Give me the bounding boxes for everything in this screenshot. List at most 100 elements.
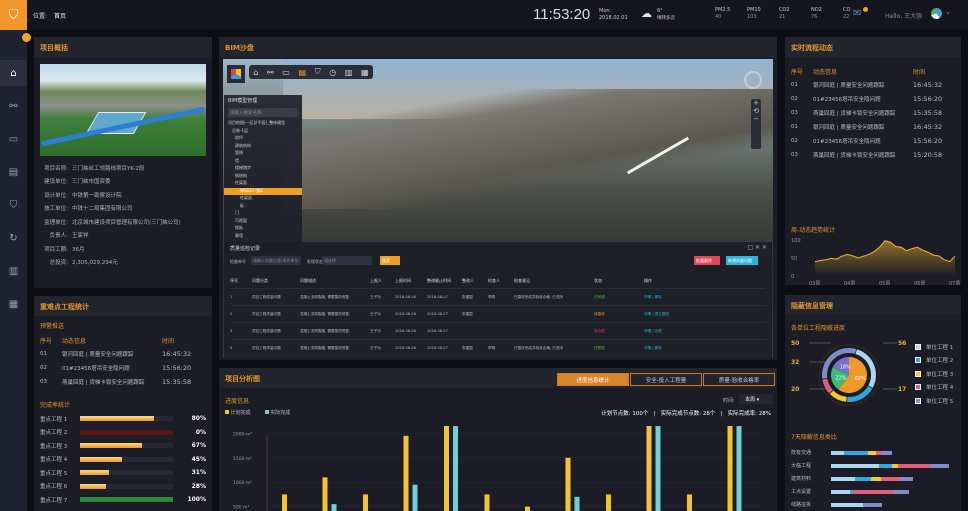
- table-row[interactable]: 02 01#23456塔吊安全隐问题 15:56:20: [791, 92, 957, 106]
- sidebar-item-archive[interactable]: ▦: [0, 291, 27, 317]
- column-header: 操作: [644, 278, 652, 283]
- row-actions[interactable]: 详情 | 删除: [644, 345, 662, 350]
- close-icon[interactable]: □ ✕ ✕: [747, 244, 767, 251]
- compass-button[interactable]: [744, 71, 762, 89]
- tree-node[interactable]: WSD27-钢2: [224, 187, 302, 195]
- table-row[interactable]: 01 银河回庭 | 质量安全问题跟踪 16:45:32: [791, 78, 957, 92]
- table-row[interactable]: 01 银河回庭 | 质量安全问题跟踪 16:45:32: [791, 120, 957, 134]
- tab-0[interactable]: 进度信息统计: [557, 373, 629, 386]
- sidebar-item-monitor[interactable]: ▭: [0, 126, 27, 152]
- avatar[interactable]: [931, 8, 942, 19]
- weather-desc: 晴转多云: [657, 16, 675, 21]
- time-label: 时间:: [723, 398, 735, 404]
- table-row[interactable]: 02 01#23456塔吊安全隐问题 15:56:20: [791, 134, 957, 148]
- bim-tool-7-icon[interactable]: ▦: [361, 67, 369, 77]
- rate-value: 80%: [191, 415, 206, 423]
- tree-node[interactable]: 可视窗: [235, 217, 247, 223]
- table-cell: 混凝土浇筑裂缝, 需要整改修复: [300, 328, 350, 333]
- breadcrumb-current[interactable]: 首页: [54, 13, 67, 20]
- table-row[interactable]: 2 项目工程质量问题 混凝土浇筑裂缝, 需要整改修复 王子功 2018-08-06 201…: [230, 305, 766, 322]
- tree-node[interactable]: 门: [235, 210, 239, 215]
- tree-node[interactable]: 墙: [235, 157, 239, 163]
- tree-node[interactable]: 管线: [235, 150, 243, 155]
- tree-node[interactable]: 楼板: [235, 225, 243, 230]
- field-label: 建设单位:: [44, 179, 68, 186]
- bim-tool-2-icon[interactable]: ▭: [282, 67, 290, 77]
- table-row[interactable]: 03 燕巢回庭 | 货梯卡锁安全问题跟踪 15:35:58: [40, 375, 206, 389]
- history-icon: ↻: [9, 232, 18, 244]
- table-row[interactable]: 01 银河回庭 | 质量安全问题跟踪 16:45:32: [40, 347, 206, 361]
- legend-swatch: [915, 357, 921, 364]
- progress-bar: [80, 456, 173, 462]
- y-tick-label: 2000 m³: [233, 431, 252, 437]
- stacked-bar: [831, 463, 950, 468]
- table-cell: 01#23456塔吊安全隐问题: [62, 366, 130, 372]
- table-row[interactable]: 3 项目工程质量问题 混凝土浇筑裂缝, 需要整改修复 王子功 2018-08-06 201…: [230, 322, 766, 339]
- tree-node[interactable]: 幕墙: [235, 232, 243, 238]
- overview-field: 建设单位: 三门峡市国资委: [34, 175, 212, 189]
- rate-row: 重点工程 5 31%: [40, 466, 206, 480]
- tab-1[interactable]: 安全-投入工程量: [630, 373, 702, 386]
- tree-node[interactable]: 柱梁面: [235, 180, 247, 185]
- status-select[interactable]: 请选择: [322, 256, 372, 265]
- tab-2[interactable]: 质量-验收合格率: [703, 373, 775, 386]
- bim-tool-3-icon[interactable]: ▤: [298, 67, 307, 77]
- field-label: 负责人:: [49, 233, 68, 240]
- bim-tool-5-icon[interactable]: ◷: [329, 67, 337, 77]
- time-select[interactable]: 本周 ▾: [739, 394, 773, 404]
- table-row[interactable]: 02 01#23456塔吊安全隐问题 15:56:20: [40, 361, 206, 375]
- row-actions[interactable]: 详情 | 提交整改: [644, 311, 670, 316]
- bim-tool-4-icon[interactable]: ⛉: [314, 67, 321, 76]
- message-icon[interactable]: ✉: [853, 8, 862, 19]
- progress-fill: [80, 416, 155, 422]
- tree-node[interactable]: 地坪: [235, 135, 243, 140]
- table-cell: 2018-08-06: [395, 295, 416, 299]
- table-row[interactable]: 03 燕巢回庭 | 货梯卡锁安全问题跟踪 15:35:58: [791, 106, 957, 120]
- bim-logo: [227, 65, 245, 83]
- zoom-controls[interactable]: + ⟲ −: [751, 99, 761, 149]
- bar-planned: [687, 494, 692, 511]
- key-projects-panel: 重难点工程统计 预警推送 序号 动态信息 时间 01 银河回庭 | 质量安全问题跟踪 16…: [34, 296, 212, 511]
- batch-delete-button[interactable]: 批量删除: [694, 256, 720, 265]
- table-cell: 01#23456塔吊安全隐问题: [813, 139, 881, 145]
- tree-node[interactable]: 建筑结构: [235, 142, 251, 148]
- bim-tool-1-icon[interactable]: ⚯: [266, 67, 274, 77]
- column-header: 检查意见: [514, 278, 530, 283]
- keyword-input[interactable]: 请输入问题分类/责任单位: [251, 256, 301, 265]
- column-header: 序号: [791, 69, 804, 76]
- field-value: 36月: [72, 246, 85, 253]
- sidebar-item-document[interactable]: ▤: [0, 159, 27, 185]
- tree-node[interactable]: 钢结构: [235, 172, 247, 178]
- tree-node[interactable]: 楼梯踏步: [235, 165, 251, 170]
- table-row[interactable]: 1 项目工程质量问题 混凝土浇筑裂缝, 需要整改修复 王子功 2018-08-06 201…: [230, 288, 766, 305]
- tree-node[interactable]: 板: [240, 202, 244, 208]
- dialog-title: 质量巡检记录: [230, 246, 261, 252]
- row-actions[interactable]: 详情 | 派发: [644, 328, 662, 333]
- tree-search-input[interactable]: 请输入搜索名称: [228, 108, 298, 117]
- bim-tool-0-icon[interactable]: ⌂: [253, 67, 259, 77]
- sidebar-item-org-chart[interactable]: ⚯: [0, 93, 27, 119]
- chevron-down-icon[interactable]: ⌄: [945, 8, 951, 16]
- trend-line: [814, 240, 956, 263]
- table-cell: 2018-08-06: [395, 312, 416, 316]
- sidebar-item-shield[interactable]: ⛉: [0, 192, 27, 218]
- sidebar-item-history[interactable]: ↻: [0, 225, 27, 251]
- tree-node[interactable]: 总装-1层: [232, 127, 248, 133]
- bar-segment: [880, 476, 900, 481]
- sidebar-item-book[interactable]: ▥: [0, 258, 27, 284]
- progress-fill: [80, 429, 173, 435]
- bim-tool-6-icon[interactable]: ▥: [344, 67, 353, 77]
- table-row[interactable]: 4 项目工程质量问题 混凝土浇筑裂缝, 需要整改修复 王子功 2018-08-06 201…: [230, 339, 766, 356]
- row-actions[interactable]: 详情 | 删除: [644, 294, 662, 299]
- table-row[interactable]: 03 燕巢回庭 | 货梯卡锁安全问题跟踪 15:20:58: [791, 148, 957, 162]
- tree-node[interactable]: 项目地图(一区总平面)_整体模型: [228, 120, 286, 125]
- search-button[interactable]: 搜索: [380, 256, 400, 265]
- table-cell: 03: [40, 379, 47, 385]
- add-issue-button[interactable]: 新增质量问题: [726, 256, 758, 265]
- collapse-toggle[interactable]: [22, 33, 31, 42]
- bar-planned: [403, 435, 409, 511]
- top-bar: 位置: 首页 11:53:20 Mon. 2018.02.01 ☁ 6° 晴转多…: [27, 0, 968, 30]
- tree-node[interactable]: 柱梁面: [240, 195, 252, 200]
- sidebar-item-home[interactable]: ⌂: [0, 60, 27, 86]
- inner-pie-slice: [831, 367, 849, 390]
